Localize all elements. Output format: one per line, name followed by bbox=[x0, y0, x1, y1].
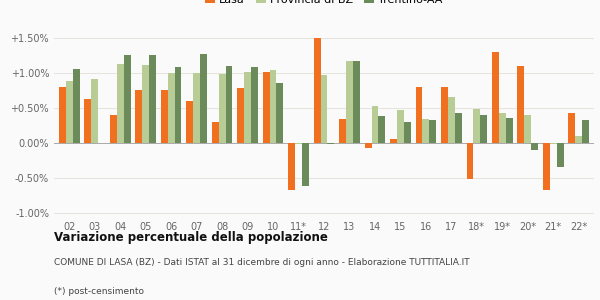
Bar bbox=[379, 116, 385, 143]
Legend: Lasa, Provincia di BZ, Trentino-AA: Lasa, Provincia di BZ, Trentino-AA bbox=[205, 0, 443, 4]
Bar bbox=[506, 118, 512, 143]
Bar bbox=[397, 110, 404, 143]
Bar bbox=[441, 87, 448, 143]
Bar bbox=[543, 143, 550, 190]
Bar bbox=[149, 56, 156, 143]
Bar bbox=[175, 67, 181, 143]
Bar bbox=[346, 61, 353, 143]
Bar bbox=[517, 66, 524, 143]
Bar bbox=[404, 122, 411, 143]
Bar bbox=[416, 87, 422, 143]
Bar bbox=[237, 88, 244, 143]
Bar bbox=[422, 119, 430, 143]
Bar bbox=[353, 61, 360, 143]
Bar bbox=[73, 69, 80, 143]
Bar bbox=[550, 143, 557, 144]
Bar bbox=[455, 113, 461, 143]
Bar bbox=[448, 98, 455, 143]
Bar bbox=[473, 109, 480, 143]
Bar bbox=[492, 52, 499, 143]
Bar bbox=[390, 139, 397, 143]
Bar bbox=[110, 115, 117, 143]
Bar bbox=[269, 70, 277, 143]
Bar bbox=[480, 115, 487, 143]
Bar bbox=[117, 64, 124, 143]
Bar bbox=[430, 120, 436, 143]
Text: COMUNE DI LASA (BZ) - Dati ISTAT al 31 dicembre di ogni anno - Elaborazione TUTT: COMUNE DI LASA (BZ) - Dati ISTAT al 31 d… bbox=[54, 258, 470, 267]
Bar bbox=[339, 119, 346, 143]
Bar bbox=[277, 83, 283, 143]
Text: Variazione percentuale della popolazione: Variazione percentuale della popolazione bbox=[54, 231, 328, 244]
Bar bbox=[187, 101, 193, 143]
Bar bbox=[142, 64, 149, 143]
Bar bbox=[59, 87, 66, 143]
Bar bbox=[161, 90, 168, 143]
Bar bbox=[320, 75, 328, 143]
Bar bbox=[575, 136, 582, 143]
Bar bbox=[557, 143, 563, 167]
Bar bbox=[568, 113, 575, 143]
Bar bbox=[467, 143, 473, 179]
Bar bbox=[85, 100, 91, 143]
Text: (*) post-censimento: (*) post-censimento bbox=[54, 286, 144, 296]
Bar bbox=[499, 113, 506, 143]
Bar bbox=[302, 143, 309, 186]
Bar bbox=[251, 67, 258, 143]
Bar bbox=[193, 73, 200, 143]
Bar bbox=[582, 120, 589, 143]
Bar bbox=[371, 106, 379, 143]
Bar bbox=[226, 66, 232, 143]
Bar bbox=[212, 122, 218, 143]
Bar bbox=[91, 79, 98, 143]
Bar bbox=[263, 71, 269, 143]
Bar bbox=[365, 143, 371, 148]
Bar bbox=[524, 115, 531, 143]
Bar bbox=[200, 54, 207, 143]
Bar bbox=[314, 38, 320, 143]
Bar bbox=[244, 71, 251, 143]
Bar bbox=[136, 90, 142, 143]
Bar bbox=[66, 81, 73, 143]
Bar bbox=[288, 143, 295, 190]
Bar bbox=[124, 56, 131, 143]
Bar bbox=[328, 143, 334, 144]
Bar bbox=[531, 143, 538, 150]
Bar bbox=[295, 143, 302, 144]
Bar bbox=[168, 73, 175, 143]
Bar bbox=[218, 74, 226, 143]
